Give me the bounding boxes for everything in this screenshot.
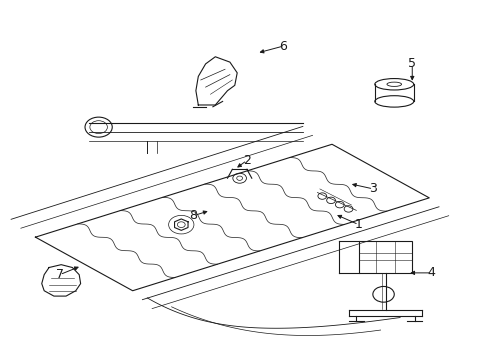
Text: 4: 4 [427,266,435,279]
Text: 5: 5 [407,57,415,71]
Text: 3: 3 [368,183,377,195]
Text: 8: 8 [189,209,197,222]
Text: 2: 2 [243,154,250,167]
Text: 7: 7 [56,268,63,281]
Text: 6: 6 [279,40,287,53]
Bar [358,241,411,273]
Text: 1: 1 [354,218,362,231]
